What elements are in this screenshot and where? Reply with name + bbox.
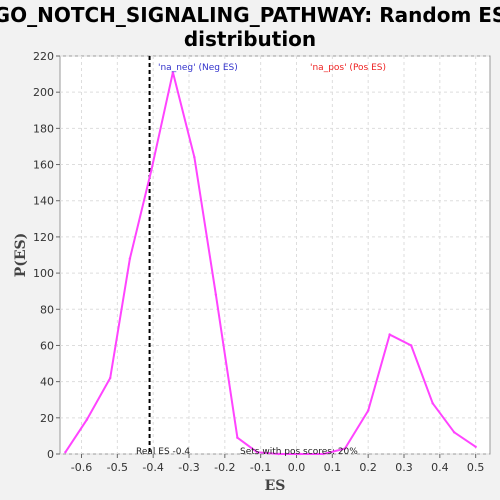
y-tick-label: 160 [33, 159, 54, 172]
y-tick-label: 100 [33, 267, 54, 280]
data-point [150, 168, 153, 172]
data-point [255, 450, 259, 454]
x-tick-label: -0.4 [142, 461, 163, 474]
y-tick-label: 200 [33, 86, 54, 99]
data-point [474, 445, 477, 448]
data-point [343, 447, 347, 450]
y-tick-label: 80 [40, 303, 54, 316]
real-es-annotation: Real ES -0.4 [136, 447, 190, 457]
data-point [409, 344, 413, 347]
data-point [431, 402, 434, 405]
y-tick-label: 180 [33, 122, 54, 135]
data-point [277, 452, 280, 456]
x-tick-label: -0.2 [214, 461, 235, 474]
data-point [128, 257, 132, 260]
data-point [366, 409, 370, 412]
neg-es-annotation: 'na_neg' (Neg ES) [158, 63, 238, 73]
x-tick-label: 0.3 [395, 461, 413, 474]
data-point [193, 156, 196, 159]
data-point [236, 436, 239, 439]
y-axis-label: P(ES) [13, 233, 29, 278]
chart-title-line-2: distribution [184, 27, 316, 51]
sets-pos-score-annotation: Sets with pos scores: 20% [240, 447, 358, 457]
data-point [85, 418, 89, 421]
grid-lines [60, 55, 490, 455]
x-axis-ticks: -0.6 -0.5 -0.4 -0.3 -0.2 -0.1 0.0 0.1 0.2 0.3 0.4 0… [71, 454, 485, 474]
y-tick-label: 60 [40, 339, 54, 352]
x-axis-label: ES [265, 478, 286, 494]
x-tick-label: -0.3 [178, 461, 199, 474]
x-tick-label: -0.5 [107, 461, 128, 474]
data-point [64, 450, 67, 454]
chart-title-line-1: GO_NOTCH_SIGNALING_PATHWAY: Random ES [0, 3, 500, 27]
data-point [214, 293, 218, 296]
plot-area [59, 55, 491, 455]
y-tick-label: 140 [33, 195, 54, 208]
data-point [108, 376, 112, 380]
x-tick-label: 0.0 [288, 461, 306, 474]
y-tick-label: 40 [40, 376, 54, 389]
data-point [322, 452, 325, 456]
series-points [64, 71, 477, 456]
x-tick-label: 0.2 [359, 461, 377, 474]
y-tick-label: 20 [40, 412, 54, 425]
x-tick-label: -0.1 [250, 461, 271, 474]
y-tick-label: 220 [33, 50, 54, 63]
x-tick-label: 0.4 [431, 461, 449, 474]
data-point [171, 71, 175, 74]
y-tick-label: 0 [47, 448, 54, 461]
y-axis-ticks: 0 20 40 60 80 100 120 140 160 180 200 220 [33, 50, 60, 461]
x-tick-label: -0.6 [71, 461, 92, 474]
x-tick-label: 0.5 [467, 461, 485, 474]
data-point [298, 452, 302, 456]
y-tick-label: 120 [33, 231, 54, 244]
series-line [64, 72, 477, 455]
data-point [452, 431, 456, 434]
data-point [388, 333, 391, 336]
pos-es-annotation: 'na_pos' (Pos ES) [310, 63, 386, 73]
x-tick-label: 0.1 [324, 461, 342, 474]
